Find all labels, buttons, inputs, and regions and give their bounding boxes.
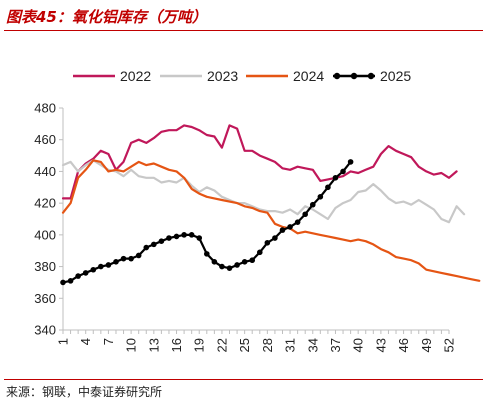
data-point-2025 <box>249 257 256 264</box>
legend-label: 2024 <box>293 68 324 84</box>
data-point-2025 <box>340 168 346 175</box>
legend-item-2024: 2024 <box>246 68 324 84</box>
data-point-2025 <box>173 233 180 240</box>
data-point-2025 <box>347 159 354 165</box>
data-point-2025 <box>67 278 74 284</box>
data-point-2025 <box>241 259 248 265</box>
x-tick-label: 4 <box>78 338 93 345</box>
data-point-2025 <box>256 249 263 256</box>
data-point-2025 <box>151 241 157 248</box>
data-point-2025 <box>332 174 339 181</box>
data-point-2025 <box>158 238 165 244</box>
y-tick-label: 380 <box>34 259 56 274</box>
y-tick-label: 420 <box>34 196 56 211</box>
data-point-2025 <box>60 279 66 286</box>
legend-marker <box>350 72 358 80</box>
data-point-2025 <box>294 219 301 225</box>
legend-marker <box>367 72 375 80</box>
data-point-2025 <box>188 232 195 238</box>
data-point-2025 <box>272 235 278 241</box>
y-tick-label: 400 <box>34 227 56 242</box>
data-point-2025 <box>309 201 316 208</box>
data-point-2025 <box>211 259 218 265</box>
legend: 2022 2023 2024 2025 <box>73 68 411 84</box>
legend-label: 2023 <box>207 68 238 84</box>
title-rule <box>4 30 483 31</box>
series-line-2024 <box>61 159 481 282</box>
data-point-2025 <box>226 265 233 271</box>
data-point-2025 <box>264 239 271 246</box>
x-tick-label: 7 <box>101 338 116 345</box>
data-point-2025 <box>135 252 142 259</box>
data-point-2025 <box>128 255 134 262</box>
data-point-2025 <box>98 263 104 270</box>
y-tick-label: 340 <box>34 323 56 338</box>
data-point-2025 <box>143 244 150 251</box>
y-tick-label: 480 <box>34 101 56 116</box>
x-tick-label: 40 <box>351 338 366 352</box>
data-point-2025 <box>287 224 293 230</box>
chart-title: 图表45：氧化铝库存（万吨） <box>6 8 207 26</box>
data-point-2025 <box>279 227 286 233</box>
data-point-2025 <box>219 263 225 270</box>
series-group <box>60 124 481 286</box>
legend-item-2025: 2025 <box>333 68 411 84</box>
x-tick-label: 28 <box>260 338 275 352</box>
legend-item-2023: 2023 <box>160 68 238 84</box>
data-point-2025 <box>120 255 127 262</box>
series-2024 <box>61 159 481 282</box>
series-line-2022 <box>61 124 458 200</box>
y-tick-label: 440 <box>34 164 56 179</box>
data-point-2025 <box>82 270 89 276</box>
x-tick-label: 43 <box>373 338 388 352</box>
data-point-2025 <box>234 262 240 268</box>
x-tick-label: 1 <box>56 338 71 345</box>
data-point-2025 <box>75 273 81 279</box>
x-tick-label: 52 <box>442 338 457 352</box>
data-point-2025 <box>166 235 172 241</box>
data-point-2025 <box>90 266 97 273</box>
data-point-2025 <box>105 262 112 268</box>
data-point-2025 <box>325 184 331 191</box>
legend-item-2022: 2022 <box>73 68 151 84</box>
x-tick-label: 37 <box>328 338 343 352</box>
series-line-2023 <box>61 159 466 224</box>
legend-label: 2022 <box>120 68 151 84</box>
x-tick-label: 49 <box>419 338 434 352</box>
x-tick-label: 34 <box>305 338 320 352</box>
data-point-2025 <box>113 259 119 265</box>
data-point-2025 <box>181 232 187 238</box>
source-note: 来源：钢联，中泰证券研究所 <box>6 385 163 399</box>
data-point-2025 <box>317 194 324 200</box>
series-2022 <box>61 124 458 200</box>
y-tick-label: 460 <box>34 132 56 147</box>
data-point-2025 <box>204 251 210 257</box>
source-rule <box>4 379 483 380</box>
y-axis: 340 360 380 400 420 440 460 480 <box>34 101 64 338</box>
x-tick-label: 25 <box>237 338 252 352</box>
data-point-2025 <box>196 235 203 241</box>
series-2023 <box>61 159 466 224</box>
x-tick-label: 22 <box>214 338 229 352</box>
x-tick-label: 16 <box>169 338 184 352</box>
legend-marker <box>333 72 341 80</box>
series-2025 <box>60 159 354 286</box>
legend-label: 2025 <box>380 68 411 84</box>
y-tick-label: 360 <box>34 291 56 306</box>
x-tick-label: 10 <box>124 338 139 352</box>
data-point-2025 <box>302 211 308 218</box>
x-tick-label: 19 <box>192 338 207 352</box>
x-tick-label: 46 <box>396 338 411 352</box>
x-axis: 1 4 7 10 13 16 19 22 25 28 31 34 37 40 43 46 49 52 <box>56 329 457 352</box>
x-tick-label: 31 <box>283 338 298 352</box>
x-tick-label: 13 <box>146 338 161 352</box>
